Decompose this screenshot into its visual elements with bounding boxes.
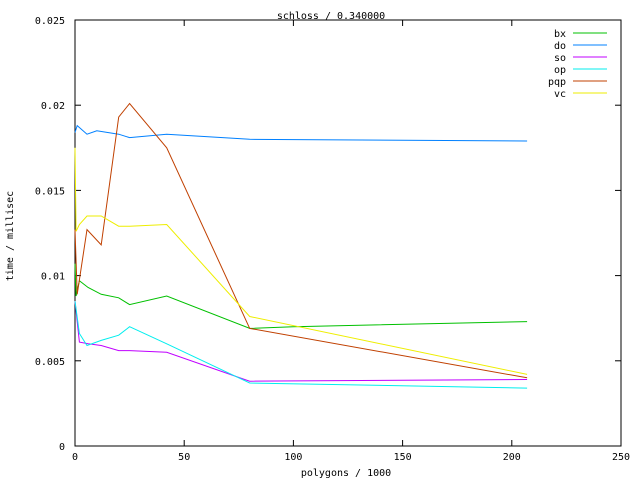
x-tick-label: 100 (284, 452, 302, 463)
y-tick-label: 0.005 (35, 357, 65, 368)
y-tick-label: 0.01 (41, 272, 65, 283)
legend-label: pqp (548, 77, 566, 88)
x-tick-label: 250 (612, 452, 630, 463)
series-line-bx (74, 263, 528, 329)
series-line-op (74, 301, 528, 389)
y-axis-label: time / millisec (5, 191, 16, 281)
legend-label: so (554, 53, 566, 64)
x-axis: 0 50 100 150 200 250 (72, 20, 630, 463)
x-tick-label: 0 (72, 452, 78, 463)
x-tick-label: 50 (178, 452, 190, 463)
chart-title: schloss / 0.340000 (277, 11, 385, 22)
y-tick-label: 0.015 (35, 186, 65, 197)
y-axis: 0 0.005 0.01 0.015 0.02 0.025 (35, 16, 621, 453)
series-line-so (74, 301, 528, 382)
legend-label: do (554, 41, 566, 52)
y-tick-label: 0 (59, 442, 65, 453)
y-tick-label: 0.02 (41, 101, 65, 112)
series-line-do (74, 124, 528, 142)
legend-label: vc (554, 89, 566, 100)
legend-label: bx (554, 29, 566, 40)
x-axis-label: polygons / 1000 (301, 468, 391, 479)
plot-frame (74, 19, 622, 447)
x-tick-label: 200 (503, 452, 521, 463)
series-line-vc (74, 147, 528, 375)
series-line-pqp (74, 102, 528, 379)
y-tick-label: 0.025 (35, 16, 65, 27)
legend-label: op (554, 65, 566, 76)
series-group (74, 102, 528, 389)
x-tick-label: 150 (394, 452, 412, 463)
